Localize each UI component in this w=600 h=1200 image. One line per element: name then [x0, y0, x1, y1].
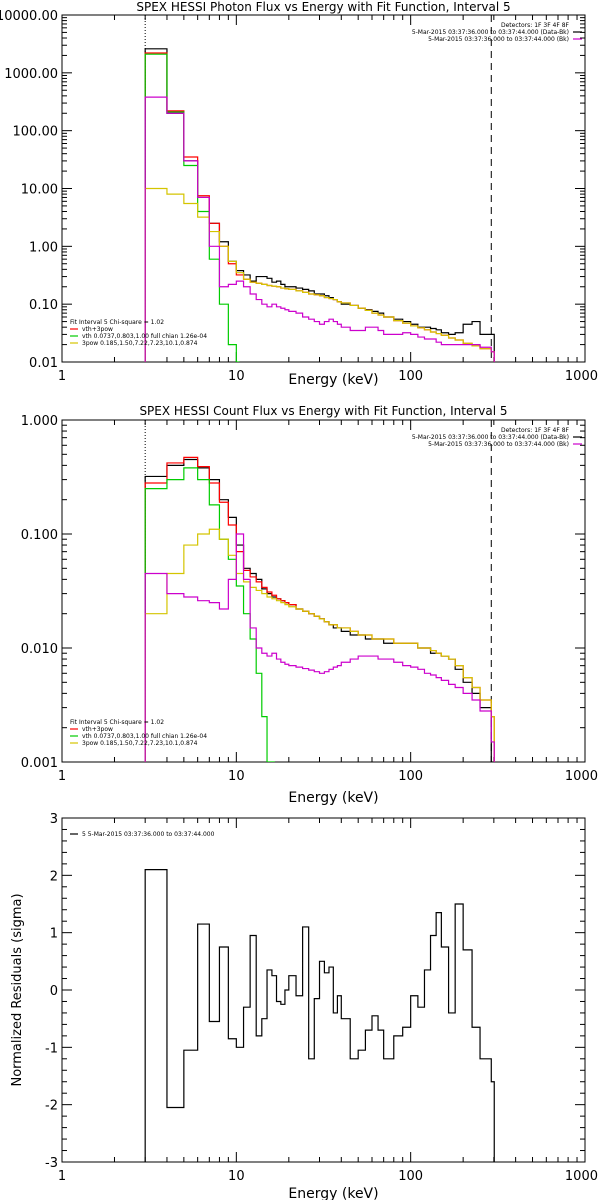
y-tick-label: 0.100 [21, 528, 58, 543]
x-tick-label: 1000 [565, 369, 598, 384]
y-tick-label: 10000.00 [0, 9, 58, 24]
legend-right-text: Detectors: 1F 3F 4F 8F [501, 22, 570, 29]
legend-right-text: 5-Mar-2015 03:37:36.000 to 03:37:44.000 … [412, 29, 569, 36]
plot-frame [61, 419, 586, 763]
y-tick-label: 1000.00 [4, 67, 58, 82]
series-3pow-line [144, 187, 495, 362]
y-tick-label: 0.10 [29, 298, 58, 313]
legend-left-text: 3pow 0.185,1.50,7.22,7.23,10.1,0.874 [82, 740, 198, 747]
x-axis-label: Energy (keV) [288, 790, 378, 806]
series-5-line [144, 869, 495, 1162]
x-tick-label: 10 [228, 1169, 245, 1184]
legend-left-text: Fit Interval 5 Chi-square = 1.02 [70, 719, 164, 726]
y-tick-label: 2 [50, 869, 58, 884]
legend-left-text: vth+3pow [82, 326, 113, 333]
series-3pow-line [144, 528, 495, 762]
y-tick-label: -3 [45, 1156, 58, 1171]
legend-left-text: vth 0.0737,0.803,1.00 full chian 1.26e-0… [82, 733, 207, 740]
chart-title: SPEX HESSI Photon Flux vs Energy with Fi… [136, 0, 510, 14]
photon-flux-panel: SPEX HESSI Photon Flux vs Energy with Fi… [0, 0, 598, 388]
legend-left-text: vth+3pow [82, 726, 113, 733]
y-tick-label: 0.010 [21, 642, 58, 657]
y-tick-label: 3 [50, 812, 58, 827]
x-tick-label: 100 [398, 369, 423, 384]
legend-right-text: Detectors: 1F 3F 4F 8F [501, 427, 570, 434]
residuals-panel: 1 10 100 1000 -3 -2 -1 0 1 2 3 Energy (keV) Normaliz… [10, 812, 598, 1200]
y-tick-label: 0.001 [21, 756, 58, 771]
x-tick-label: 100 [398, 769, 423, 784]
y-tick-label: -1 [45, 1041, 58, 1056]
y-tick-label: 1.000 [21, 414, 58, 429]
series-vth-line [144, 467, 275, 762]
x-tick-label: 1 [58, 769, 66, 784]
y-tick-label: 1 [50, 927, 58, 942]
legend-left-text: 3pow 0.185,1.50,7.22,7.23,10.1,0.874 [82, 340, 198, 347]
y-tick-label: 0.01 [29, 356, 58, 371]
y-axis-label: Normalized Residuals (sigma) [10, 893, 25, 1086]
x-tick-label: 1000 [565, 769, 598, 784]
y-tick-label: 10.00 [21, 183, 58, 198]
x-tick-label: 1 [58, 1169, 66, 1184]
legend-right-text: 5-Mar-2015 03:37:36.000 to 03:37:44.000 … [412, 434, 569, 441]
legend-left-text: vth 0.0737,0.803,1.00 full chian 1.26e-0… [82, 333, 207, 340]
y-tick-label: 1.00 [29, 240, 58, 255]
count-flux-panel: SPEX HESSI Count Flux vs Energy with Fit… [21, 404, 598, 806]
legend-left-text: 5 5-Mar-2015 03:37:36.000 to 03:37:44.00… [82, 831, 215, 838]
legend-right-text: 5-Mar-2015 03:37:36.000 to 03:37:44.000 … [428, 441, 569, 448]
y-tick-label: -2 [45, 1099, 58, 1114]
chart-title: SPEX HESSI Count Flux vs Energy with Fit… [139, 404, 507, 418]
series-vth-3pow-line [144, 456, 495, 762]
y-tick-label: 100.00 [13, 125, 59, 140]
y-tick-label: 0 [50, 984, 58, 999]
series-vth-line [144, 53, 240, 362]
plot-frame [61, 817, 586, 1163]
series-bk-line [144, 533, 495, 762]
x-tick-label: 1 [58, 369, 66, 384]
legend-right-text: 5-Mar-2015 03:37:36.000 to 03:37:44.000 … [428, 36, 569, 43]
x-tick-label: 100 [398, 1169, 423, 1184]
x-tick-label: 1000 [565, 1169, 598, 1184]
plot-frame [61, 14, 586, 363]
x-axis-label: Energy (keV) [288, 1186, 378, 1200]
series-bk-line [144, 96, 495, 362]
x-tick-label: 10 [228, 769, 245, 784]
legend-left-text: Fit Interval 5 Chi-square = 1.02 [70, 319, 164, 326]
x-tick-label: 10 [228, 369, 245, 384]
series-data-bk-line [144, 458, 495, 762]
x-axis-label: Energy (keV) [288, 372, 378, 388]
